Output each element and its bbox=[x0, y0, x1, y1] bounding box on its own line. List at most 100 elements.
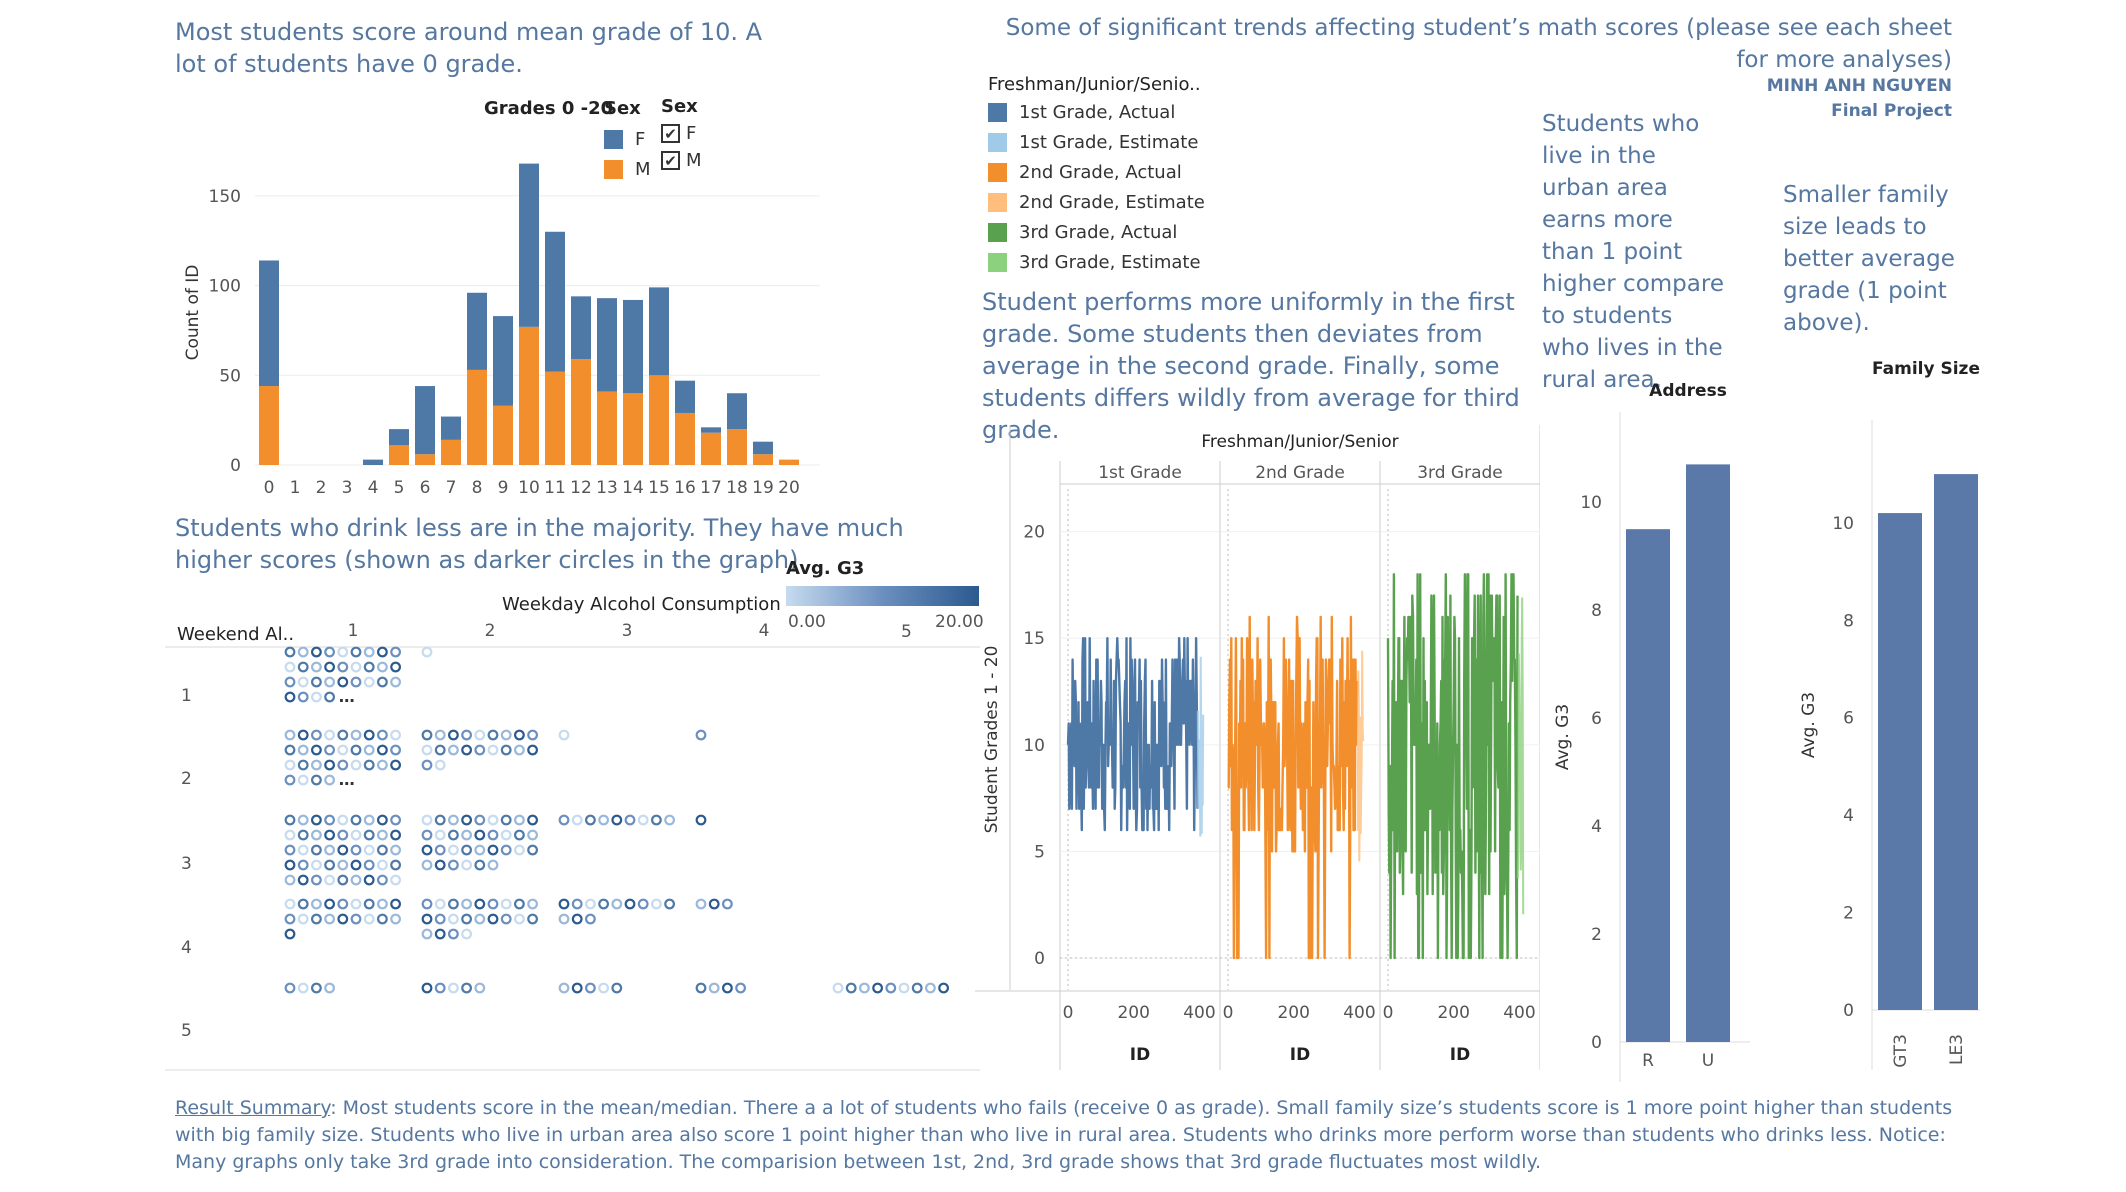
student-dot bbox=[474, 898, 486, 910]
grade-legend-item[interactable]: 3rd Grade, Estimate bbox=[988, 247, 1205, 277]
grades-legend-label: Grades 0 -20 bbox=[484, 98, 614, 119]
student-dot bbox=[284, 676, 296, 688]
legend-label: 2nd Grade, Estimate bbox=[1019, 191, 1205, 213]
student-dot bbox=[390, 744, 402, 756]
student-dot bbox=[337, 744, 349, 756]
student-dot bbox=[421, 928, 433, 940]
student-dot bbox=[461, 928, 473, 940]
student-dot bbox=[324, 744, 336, 756]
legend-label: F bbox=[635, 128, 646, 150]
student-dot bbox=[363, 759, 375, 771]
y-tick-label: 10 bbox=[1832, 514, 1854, 534]
student-dot bbox=[859, 982, 870, 994]
sex-filter-item[interactable]: ✔ F bbox=[661, 120, 702, 147]
grade-legend-item[interactable]: 1st Grade, Estimate bbox=[988, 127, 1205, 157]
gradient-mid-label: 5 bbox=[901, 622, 912, 642]
student-dot bbox=[514, 814, 525, 826]
student-dot bbox=[461, 898, 473, 910]
student-dot bbox=[337, 874, 349, 886]
student-dot bbox=[911, 982, 923, 994]
student-dot bbox=[324, 874, 336, 886]
student-dot bbox=[363, 676, 375, 688]
student-dot bbox=[872, 982, 883, 994]
y-tick-label: 20 bbox=[1023, 523, 1045, 543]
sex-legend-item[interactable]: M bbox=[604, 154, 651, 184]
student-dot bbox=[637, 814, 649, 826]
result-summary-link[interactable]: Result Summary bbox=[175, 1097, 331, 1119]
student-dot bbox=[421, 913, 433, 925]
grade-legend-item[interactable]: 1st Grade, Actual bbox=[988, 97, 1205, 127]
grade-legend-item[interactable]: 3rd Grade, Actual bbox=[988, 217, 1205, 247]
filter-label: M bbox=[686, 150, 702, 171]
student-dot bbox=[363, 729, 375, 741]
student-dot bbox=[297, 814, 309, 826]
student-dot bbox=[695, 982, 707, 994]
histogram-bar-f bbox=[467, 292, 487, 370]
student-dot bbox=[310, 661, 322, 673]
x-tick-label: 0 bbox=[1223, 1003, 1234, 1023]
grade-line-actual bbox=[1066, 636, 1199, 832]
x-tick-label: LE3 bbox=[1947, 1034, 1967, 1065]
x-tick-label: 20 bbox=[778, 478, 800, 498]
grade-legend-item[interactable]: 2nd Grade, Actual bbox=[988, 157, 1205, 187]
row-header: 4 bbox=[181, 938, 192, 958]
histogram-bar-f bbox=[571, 296, 591, 360]
student-dot bbox=[474, 859, 486, 871]
student-dot bbox=[376, 814, 388, 826]
student-dot bbox=[585, 814, 596, 826]
student-dot bbox=[474, 913, 486, 925]
student-dot bbox=[722, 898, 733, 910]
student-dot bbox=[297, 691, 309, 703]
y-tick-label: 0 bbox=[1843, 1001, 1854, 1021]
student-dot bbox=[297, 759, 309, 771]
student-dot bbox=[310, 646, 322, 658]
more-indicator: … bbox=[339, 687, 355, 706]
student-dot bbox=[363, 844, 375, 856]
student-dot bbox=[500, 844, 512, 856]
x-tick-label: 1 bbox=[290, 478, 301, 498]
result-summary-text: : Most students score in the mean/median… bbox=[175, 1097, 1953, 1173]
student-dot bbox=[500, 729, 512, 741]
student-dot bbox=[297, 898, 309, 910]
y-tick-label: 6 bbox=[1843, 709, 1854, 729]
student-dot bbox=[310, 859, 322, 871]
histogram-bar-m bbox=[545, 371, 565, 465]
y-tick-label: 8 bbox=[1591, 601, 1602, 621]
bar-u bbox=[1686, 464, 1730, 1042]
student-dot bbox=[297, 774, 309, 786]
x-tick-label: 10 bbox=[518, 478, 540, 498]
grade-legend-item[interactable]: 2nd Grade, Estimate bbox=[988, 187, 1205, 217]
histogram-bar-m bbox=[493, 405, 513, 465]
student-dot bbox=[558, 982, 570, 994]
more-indicator: … bbox=[339, 770, 355, 789]
checkbox-icon[interactable]: ✔ bbox=[661, 151, 680, 170]
legend-swatch bbox=[988, 132, 1007, 152]
student-dot bbox=[558, 913, 570, 925]
student-dot bbox=[845, 982, 857, 994]
student-dot bbox=[376, 829, 388, 841]
student-dot bbox=[421, 814, 433, 826]
student-dot bbox=[461, 814, 473, 826]
student-dot bbox=[363, 898, 375, 910]
x-tick-label: 8 bbox=[472, 478, 483, 498]
student-dot bbox=[708, 982, 720, 994]
student-dot bbox=[735, 982, 746, 994]
histogram-bar-m bbox=[701, 432, 721, 465]
x-tick-label: 400 bbox=[1183, 1003, 1215, 1023]
grade-legend-title: Freshman/Junior/Senio.. bbox=[988, 74, 1201, 95]
student-dot bbox=[350, 829, 362, 841]
student-dot bbox=[390, 729, 402, 741]
avg-g3-legend-title: Avg. G3 bbox=[786, 558, 865, 579]
x-tick-label: 200 bbox=[1117, 1003, 1149, 1023]
checkbox-icon[interactable]: ✔ bbox=[661, 124, 680, 143]
student-dot bbox=[324, 661, 336, 673]
student-dot bbox=[310, 814, 322, 826]
student-dot bbox=[297, 844, 309, 856]
student-dot bbox=[585, 913, 596, 925]
student-dot bbox=[310, 691, 322, 703]
sex-legend-item[interactable]: F bbox=[604, 124, 651, 154]
student-dot bbox=[310, 913, 322, 925]
student-dot bbox=[500, 814, 512, 826]
sex-filter-item[interactable]: ✔ M bbox=[661, 147, 702, 174]
student-dot bbox=[376, 661, 388, 673]
